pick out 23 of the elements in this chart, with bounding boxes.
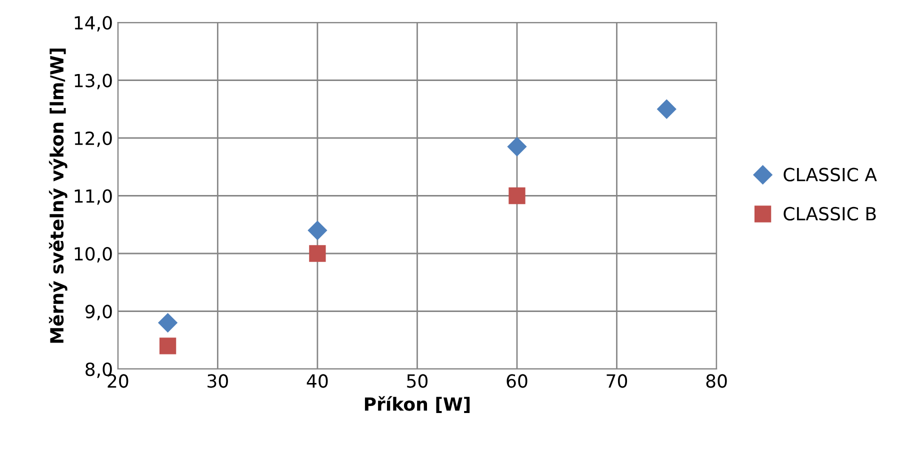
point <box>308 220 327 240</box>
x-tick-label: 30 <box>208 374 228 388</box>
legend-label: CLASSIC B <box>784 206 876 221</box>
y-tick-label: 12,0 <box>74 131 112 147</box>
point <box>159 338 176 354</box>
x-tick-label: 80 <box>706 374 727 388</box>
y-tick-label: 9,0 <box>85 304 112 320</box>
x-tick-label: 40 <box>306 374 328 388</box>
y-axis-title: Měrný světelný výkon [lm/W] <box>48 48 68 343</box>
point <box>309 245 326 262</box>
y-tick-label: 11,0 <box>74 189 112 205</box>
x-tick-label: 50 <box>407 374 428 388</box>
point <box>158 313 178 332</box>
y-tick-label: 13,0 <box>74 74 112 90</box>
point <box>507 137 527 156</box>
legend-label: CLASSIC A <box>784 168 877 182</box>
x-tick-label: 70 <box>606 374 628 388</box>
x-axis-title: Příkon [W] <box>364 396 470 413</box>
y-tick-label: 14,0 <box>74 16 112 32</box>
point <box>657 100 676 119</box>
point <box>508 187 526 204</box>
x-tick-label: 60 <box>506 374 528 388</box>
y-tick-label: 10,0 <box>74 246 112 262</box>
